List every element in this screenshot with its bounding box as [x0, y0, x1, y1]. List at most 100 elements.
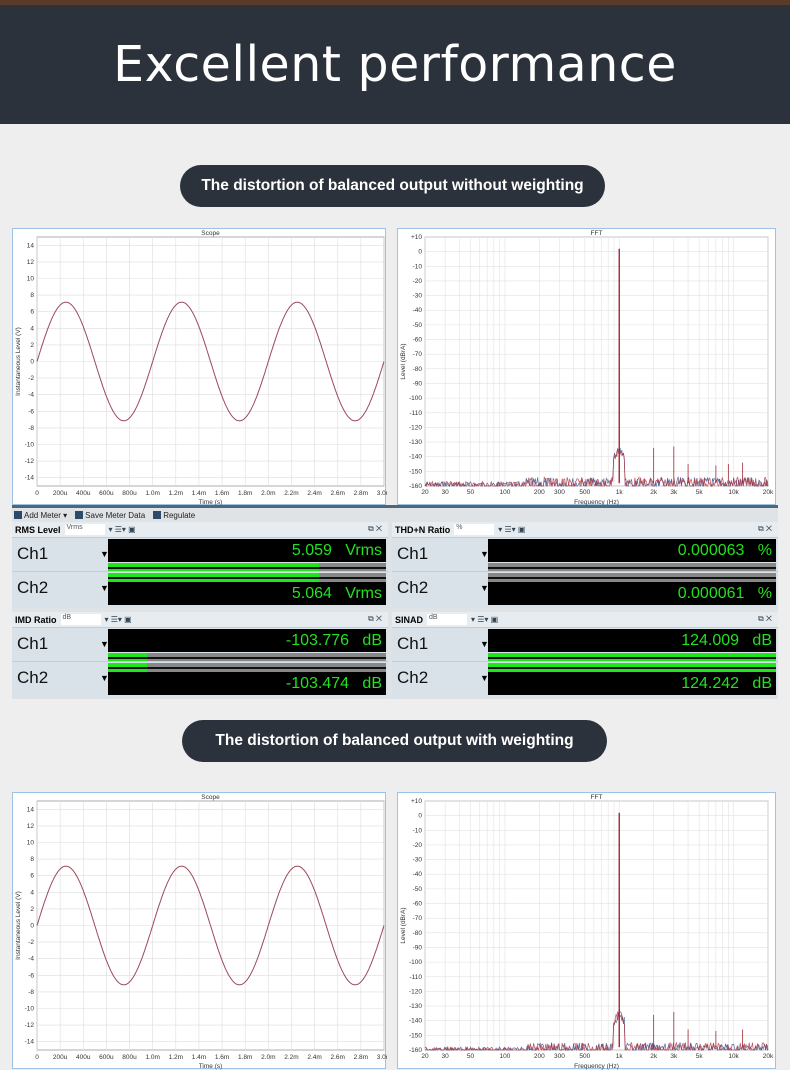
x-tick-label: 50 [467, 1053, 475, 1060]
channel-dropdown-icon[interactable]: ▼ [480, 639, 489, 649]
unit-select[interactable]: % [454, 524, 495, 535]
unit-select[interactable]: dB [427, 614, 468, 625]
channel-dropdown-icon[interactable]: ▼ [480, 549, 489, 559]
meter-row: Ch2 ▼ 124.242 dB [392, 661, 778, 695]
y-tick-label: 0 [30, 923, 34, 930]
level-bar-line [488, 657, 776, 659]
y-tick-label: -130 [409, 439, 422, 446]
channel-dropdown-icon[interactable]: ▼ [100, 673, 109, 683]
y-tick-label: -14 [25, 1039, 35, 1046]
y-tick-label: -90 [413, 380, 423, 387]
close-icon[interactable]: ⧉ ✕ [757, 614, 772, 623]
top-strip [0, 0, 790, 5]
section-label-weighted: The distortion of balanced output with w… [182, 720, 607, 762]
x-tick-label: 200u [53, 1054, 68, 1061]
add-meter-button[interactable]: Add Meter ▾ [14, 511, 67, 520]
page-title: Excellent performance [113, 36, 677, 93]
x-tick-label: 800u [122, 1054, 137, 1061]
y-tick-label: 14 [27, 242, 35, 249]
close-icon[interactable]: ⧉ ✕ [757, 524, 772, 533]
close-icon[interactable]: ⧉ ✕ [367, 614, 382, 623]
meter-options-icon[interactable]: ▾ ☰▾ ▣ [498, 525, 526, 534]
y-tick-label: +10 [411, 234, 422, 241]
channel-dropdown-icon[interactable]: ▼ [100, 549, 109, 559]
x-tick-label: 3k [670, 1053, 678, 1060]
x-axis-label: Frequency (Hz) [574, 499, 619, 506]
y-tick-label: -120 [409, 424, 422, 431]
x-tick-label: 1.6m [215, 490, 229, 497]
x-tick-label: 1.0m [145, 1054, 159, 1061]
x-tick-label: 200 [534, 489, 545, 496]
y-tick-label: -40 [413, 307, 423, 314]
y-axis-label: Instantaneous Level (V) [15, 891, 22, 960]
y-tick-label: -4 [28, 392, 34, 399]
x-tick-label: 30 [442, 1053, 450, 1060]
x-tick-label: 3.0m [377, 1054, 387, 1061]
x-tick-label: 100 [499, 1053, 510, 1060]
y-tick-label: 0 [418, 249, 422, 256]
meter-title: THD+N Ratio [395, 524, 451, 535]
y-tick-label: -10 [25, 1006, 35, 1013]
x-axis-label: Time (s) [199, 1063, 223, 1070]
level-bar [488, 563, 776, 572]
y-tick-label: -50 [413, 322, 423, 329]
y-axis-label: Instantaneous Level (V) [15, 327, 22, 396]
meter-readout: 5.059 Vrms [108, 539, 386, 562]
meter-options-icon[interactable]: ▾ ☰▾ ▣ [104, 615, 132, 624]
unit-select[interactable]: Vrms [64, 524, 105, 535]
x-tick-label: 1.8m [238, 1054, 252, 1061]
y-tick-label: -12 [25, 458, 35, 465]
y-tick-label: 6 [30, 309, 34, 316]
scope-panel-1: Scope Time (s) Instantaneous Level (V) 0 200… [12, 228, 387, 506]
y-tick-label: 0 [418, 813, 422, 820]
level-bar-line [108, 657, 386, 659]
x-tick-label: 500 [579, 1053, 590, 1060]
y-tick-label: -60 [413, 337, 423, 344]
y-tick-label: +10 [411, 798, 422, 805]
level-bar-line [488, 667, 776, 669]
channel-dropdown-icon[interactable]: ▼ [480, 673, 489, 683]
y-tick-label: -10 [25, 442, 35, 449]
level-bar [108, 653, 386, 662]
x-tick-label: 2k [650, 1053, 658, 1060]
meter-area: Add Meter ▾ Save Meter Data Regulate RMS… [12, 505, 778, 699]
y-tick-label: -140 [409, 1018, 422, 1025]
y-tick-label: -10 [413, 263, 423, 270]
header-banner: Excellent performance [0, 5, 790, 124]
x-tick-label: 20 [421, 1053, 429, 1060]
save-icon [75, 511, 84, 519]
meter-unit: Vrms [345, 585, 382, 602]
chart-title: FFT [591, 794, 603, 801]
level-bar-line [108, 667, 386, 669]
y-tick-label: -40 [413, 871, 423, 878]
x-tick-label: 50 [467, 489, 475, 496]
meter-row: Ch2 ▼ 0.000061 % [392, 571, 778, 605]
meter-options-icon[interactable]: ▾ ☰▾ ▣ [108, 525, 136, 534]
unit-select[interactable]: dB [60, 614, 101, 625]
y-tick-label: 10 [27, 276, 35, 283]
meter-title: SINAD [395, 614, 424, 625]
close-icon[interactable]: ⧉ ✕ [367, 524, 382, 533]
y-tick-label: -2 [28, 375, 34, 382]
fft-noise-trace-ch1 [424, 448, 769, 488]
play-icon [153, 511, 162, 519]
meter-unit: % [757, 585, 772, 602]
level-bar [108, 563, 386, 572]
meter-rms-level: RMS Level Vrms ▾ ☰▾ ▣ ⧉ ✕ Ch1 ▼ 5.059 Vrms Ch2 ▼… [12, 522, 388, 608]
meter-options-icon[interactable]: ▾ ☰▾ ▣ [471, 615, 499, 624]
y-tick-label: -150 [409, 1032, 422, 1039]
channel-dropdown-icon[interactable]: ▼ [100, 583, 109, 593]
y-tick-label: -6 [28, 408, 34, 415]
x-tick-label: 10k [728, 1053, 739, 1060]
y-tick-label: -8 [28, 989, 34, 996]
y-tick-label: -30 [413, 857, 423, 864]
y-tick-label: -100 [409, 395, 422, 402]
channel-dropdown-icon[interactable]: ▼ [100, 639, 109, 649]
save-meter-data-button[interactable]: Save Meter Data [75, 511, 145, 520]
channel-dropdown-icon[interactable]: ▼ [480, 583, 489, 593]
meter-title: IMD Ratio [15, 614, 57, 625]
meter-readout: 124.242 dB [488, 672, 776, 695]
meter-row: Ch1 ▼ -103.776 dB [12, 627, 388, 662]
regulate-button[interactable]: Regulate [153, 511, 195, 520]
meter-header: RMS Level Vrms ▾ ☰▾ ▣ ⧉ ✕ [12, 522, 388, 537]
